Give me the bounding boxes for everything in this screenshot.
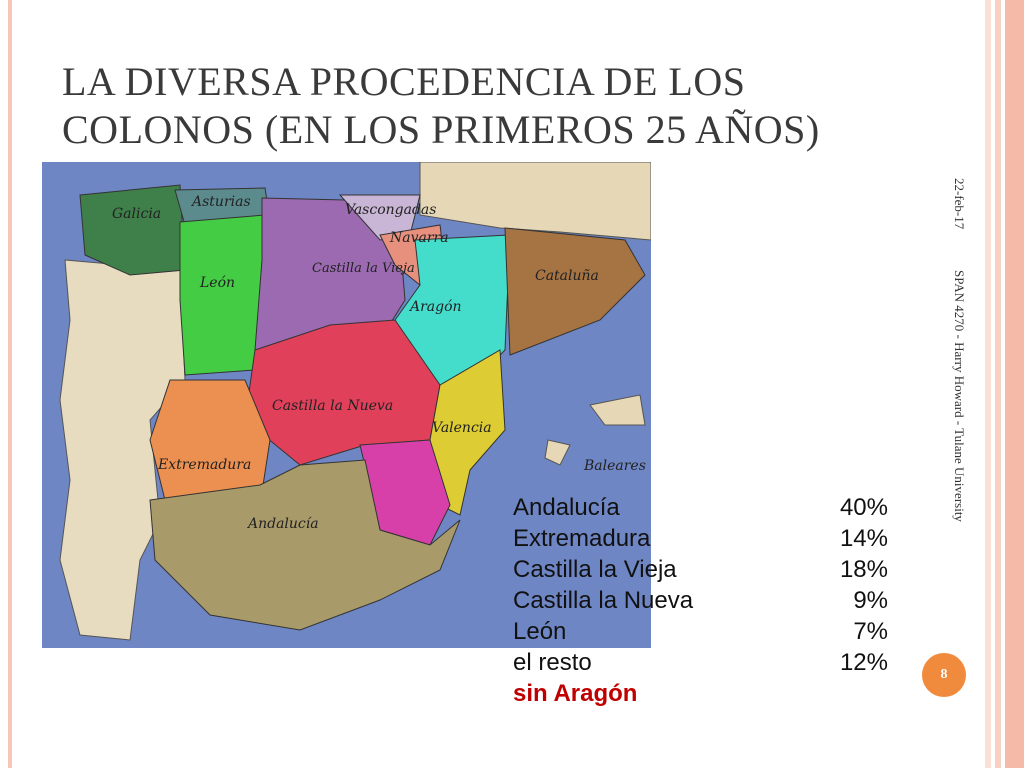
percentage: 12% [839,649,888,676]
region-label: Asturias [190,194,251,210]
percentage: 7% [853,618,888,645]
region-label: Navarra [389,230,449,246]
table-row: Extremadura 14% [513,523,888,554]
date: 22-feb-17 [952,178,967,230]
region-label: Galicia [112,206,161,222]
region-name: León [513,618,567,645]
table-row: Andalucía 40% [513,492,888,523]
percentage: 9% [853,587,888,614]
right-stripe [985,0,1024,768]
region-label: Andalucía [246,516,319,532]
region-name: Extremadura [513,525,651,552]
table-row: Castilla la Vieja 18% [513,554,888,585]
note: sin Aragón [513,680,638,707]
page-number: 8 [922,653,966,697]
table: Andalucía 40% Extremadura 14% Castilla la Vi… [513,492,888,709]
table-row: Castilla la Nueva 9% [513,585,888,616]
region-label: Valencia [432,420,492,436]
region-label: Castilla la Vieja [312,261,415,276]
region-label: Castilla la Nueva [272,398,393,414]
table-row: León 7% [513,616,888,647]
table-row: el resto 12% [513,647,888,678]
left-stripe [8,0,12,768]
region-label: Baleares [583,458,646,474]
percentage: 18% [839,556,888,583]
region-label: Aragón [408,299,462,315]
footer: SPAN 4270 - Harry Howard - Tulane Univer… [952,270,967,522]
region-name: Andalucía [513,494,620,521]
region-name: el resto [513,649,592,676]
map: Galicia Asturias Vascongadas Navarra León Cas… [42,162,651,648]
region-label: León [199,275,235,291]
region-label: Cataluña [535,268,599,284]
title: LA DIVERSA PROCEDENCIA DE LOS COLONOS (E… [62,59,820,152]
percentage: 40% [839,494,888,521]
region-label: Extremadura [157,457,251,473]
region-name: Castilla la Vieja [513,556,677,583]
region-label: Vascongadas [345,202,436,218]
percentage: 14% [839,525,888,552]
region-name: Castilla la Nueva [513,587,694,614]
